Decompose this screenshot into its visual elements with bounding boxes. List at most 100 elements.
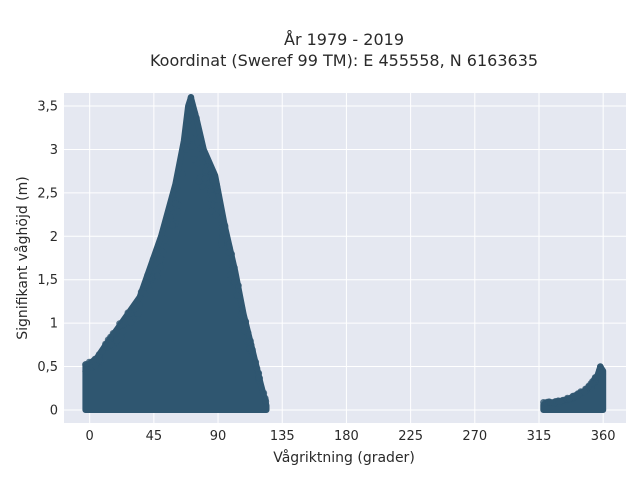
data-point: [213, 183, 221, 191]
data-point: [226, 243, 233, 251]
data-point: [159, 248, 167, 256]
x-tick-label: 270: [462, 429, 487, 444]
y-tick-label: 1: [50, 317, 58, 332]
data-point: [169, 221, 176, 229]
data-points: [82, 94, 607, 413]
x-tick-label: 45: [146, 429, 163, 444]
data-point: [231, 278, 238, 286]
data-point: [255, 374, 262, 381]
data-point: [202, 151, 210, 159]
data-point: [161, 222, 168, 230]
data-point: [253, 364, 261, 372]
data-point: [241, 327, 248, 335]
data-point: [233, 292, 241, 299]
data-point: [157, 263, 164, 271]
x-axis-label: Vågriktning (grader): [273, 449, 415, 466]
data-point: [174, 208, 181, 215]
y-tick-label: 1,5: [37, 273, 58, 288]
data-point: [214, 202, 221, 209]
data-point: [104, 336, 112, 344]
data-point: [248, 348, 256, 355]
y-tick-label: 2: [50, 230, 58, 245]
data-point: [92, 362, 99, 370]
data-point: [109, 330, 117, 337]
data-point: [260, 389, 268, 397]
y-tick-label: 2,5: [37, 186, 58, 201]
data-point: [240, 322, 247, 329]
data-point: [190, 156, 197, 163]
x-tick-label: 90: [210, 429, 227, 444]
data-point: [592, 374, 599, 382]
data-point: [142, 282, 149, 289]
data-point: [163, 243, 170, 250]
data-point: [193, 114, 200, 122]
x-tick-label: 0: [86, 429, 94, 444]
data-point: [218, 237, 225, 245]
data-point: [201, 175, 209, 183]
data-point: [137, 288, 145, 296]
data-point: [173, 184, 181, 192]
data-point: [212, 211, 220, 219]
chart-subtitle: Koordinat (Sweref 99 TM): E 455558, N 61…: [150, 51, 538, 70]
data-point: [239, 305, 246, 313]
data-point: [124, 309, 132, 317]
data-point: [172, 200, 179, 207]
y-tick-label: 3,5: [37, 100, 58, 115]
data-point: [225, 249, 233, 256]
x-tick-label: 225: [398, 429, 423, 444]
data-point: [209, 176, 216, 184]
data-point: [161, 235, 169, 243]
data-point: [146, 287, 154, 295]
data-point: [585, 383, 592, 391]
data-point: [194, 138, 201, 146]
data-point: [187, 94, 195, 101]
y-tick-label: 3: [50, 143, 58, 158]
chart-title: År 1979 - 2019: [284, 30, 404, 49]
data-point: [131, 305, 139, 313]
data-point: [237, 311, 245, 319]
data-point: [136, 301, 143, 309]
x-tick-labels: 0 45 90 135 180 225 270 315 360: [86, 429, 616, 444]
data-point: [166, 204, 174, 212]
data-point: [184, 116, 192, 124]
data-point: [96, 356, 103, 364]
data-point: [547, 399, 554, 406]
data-point: [229, 265, 236, 273]
data-point: [252, 358, 260, 366]
data-point: [134, 310, 142, 317]
data-point: [188, 109, 196, 116]
data-point: [581, 388, 588, 396]
x-tick-label: 180: [334, 429, 359, 444]
y-tick-label: 0,5: [37, 360, 58, 375]
data-point: [107, 341, 115, 349]
data-point: [202, 167, 210, 174]
data-point: [99, 348, 106, 355]
data-point: [195, 178, 203, 185]
data-point: [183, 137, 191, 144]
data-point: [221, 222, 229, 229]
data-point: [209, 192, 216, 199]
x-tick-label: 135: [270, 429, 295, 444]
data-point: [179, 170, 186, 178]
x-tick-label: 315: [527, 429, 552, 444]
data-point: [199, 183, 206, 190]
y-axis-label: Signifikant våghöjd (m): [14, 176, 31, 339]
data-point: [207, 164, 215, 172]
data-point: [569, 392, 577, 400]
x-tick-label: 360: [591, 429, 616, 444]
data-point: [184, 121, 192, 129]
data-point: [182, 146, 190, 153]
data-point: [262, 397, 269, 404]
y-tick-label: 0: [50, 403, 58, 418]
data-point: [597, 363, 604, 370]
data-point: [144, 271, 151, 279]
y-tick-labels: 0 0,5 1 1,5 2 2,5 3 3,5: [37, 100, 58, 419]
data-point: [556, 398, 563, 405]
data-point: [167, 214, 174, 221]
data-point: [118, 334, 125, 341]
data-point: [127, 319, 135, 326]
data-point: [157, 255, 164, 263]
grid-lines: [64, 93, 626, 423]
data-point: [188, 143, 196, 150]
